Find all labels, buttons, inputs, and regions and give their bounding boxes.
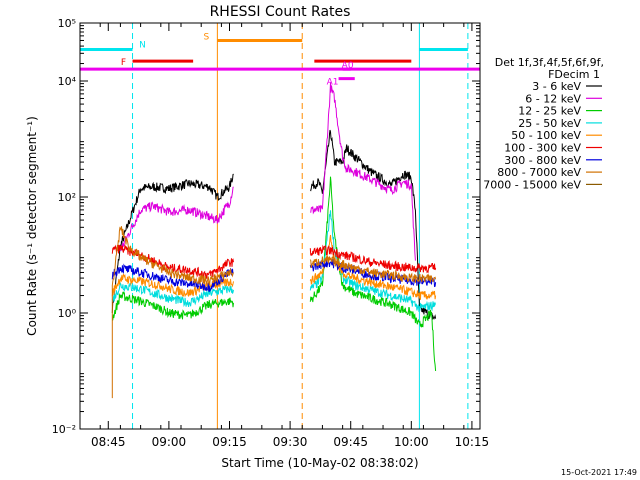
y-tick-label-3: 10⁴: [58, 75, 77, 88]
legend-label-6: 300 - 800 keV: [504, 154, 581, 167]
series-line-4-seg2: [309, 234, 437, 300]
legend-label-3: 25 - 50 keV: [518, 117, 581, 130]
legend: Det 1f,3f,4f,5f,6f,9f, FDecim 1 3 - 6 ke…: [483, 56, 604, 191]
x-tick-label-3: 09:30: [273, 435, 308, 449]
x-tick-label-0: 08:45: [91, 435, 126, 449]
y-tick-label-1: 10⁰: [58, 307, 77, 320]
series-line-7-seg1: [111, 226, 234, 399]
series-line-6-seg1: [111, 263, 234, 293]
x-tick-label-5: 10:00: [394, 435, 429, 449]
series-line-7-seg2: [309, 255, 437, 284]
legend-label-5: 100 - 300 keV: [504, 142, 581, 155]
series-line-3-seg1: [111, 282, 234, 308]
plot-frame: [79, 22, 481, 430]
y-tick-label-0: 10⁻²: [52, 423, 76, 436]
state-bar-label-A1: A1: [327, 78, 339, 88]
legend-label-1: 6 - 12 keV: [525, 92, 581, 105]
legend-label-4: 50 - 100 keV: [511, 129, 581, 142]
series-line-2-seg1: [112, 291, 234, 321]
y-axis-label: Count Rate (s⁻¹ detector segment⁻¹): [25, 116, 39, 336]
x-tick-label-1: 09:00: [152, 435, 187, 449]
series-line-0-seg1: [111, 173, 234, 314]
series-line-5-seg1: [111, 244, 234, 280]
series-line-3-seg2: [309, 210, 437, 312]
legend-header-line-1: Det 1f,3f,4f,5f,6f,9f,: [495, 56, 604, 69]
legend-label-0: 3 - 6 keV: [532, 80, 581, 93]
x-tick-label-6: 10:15: [455, 435, 490, 449]
state-bar-label-S: S: [204, 32, 210, 42]
axes: 10⁻² 10⁰ 10² 10⁴ 10⁵ 08:45 09:00 09:15 09:30 09:4…: [52, 17, 489, 449]
y-tick-label-2: 10²: [58, 191, 76, 204]
legend-header-line-2: FDecim 1: [548, 68, 600, 81]
legend-label-2: 12 - 25 keV: [518, 105, 581, 118]
series-line-5-seg2: [309, 244, 437, 274]
series-line-1-seg2: [310, 82, 416, 261]
x-axis-label: Start Time (10-May-02 08:38:02): [221, 456, 418, 470]
y-tick-label-4: 10⁵: [58, 17, 76, 30]
series-line-1-seg1: [120, 186, 234, 252]
series-line-2-seg2: [309, 176, 437, 372]
chart-title: RHESSI Count Rates: [210, 4, 351, 20]
legend-label-8: 7000 - 15000 keV: [483, 178, 581, 191]
x-tick-label-4: 09:45: [333, 435, 368, 449]
state-bar-label-F: F: [121, 58, 126, 68]
series-line-0-seg2: [309, 129, 437, 320]
x-tick-label-2: 09:15: [212, 435, 247, 449]
legend-label-7: 800 - 7000 keV: [497, 166, 581, 179]
state-bar-label-N: N: [139, 40, 146, 50]
state-bar-label-A0: A0: [342, 61, 354, 71]
footer-timestamp: 15-Oct-2021 17:49: [561, 468, 637, 477]
